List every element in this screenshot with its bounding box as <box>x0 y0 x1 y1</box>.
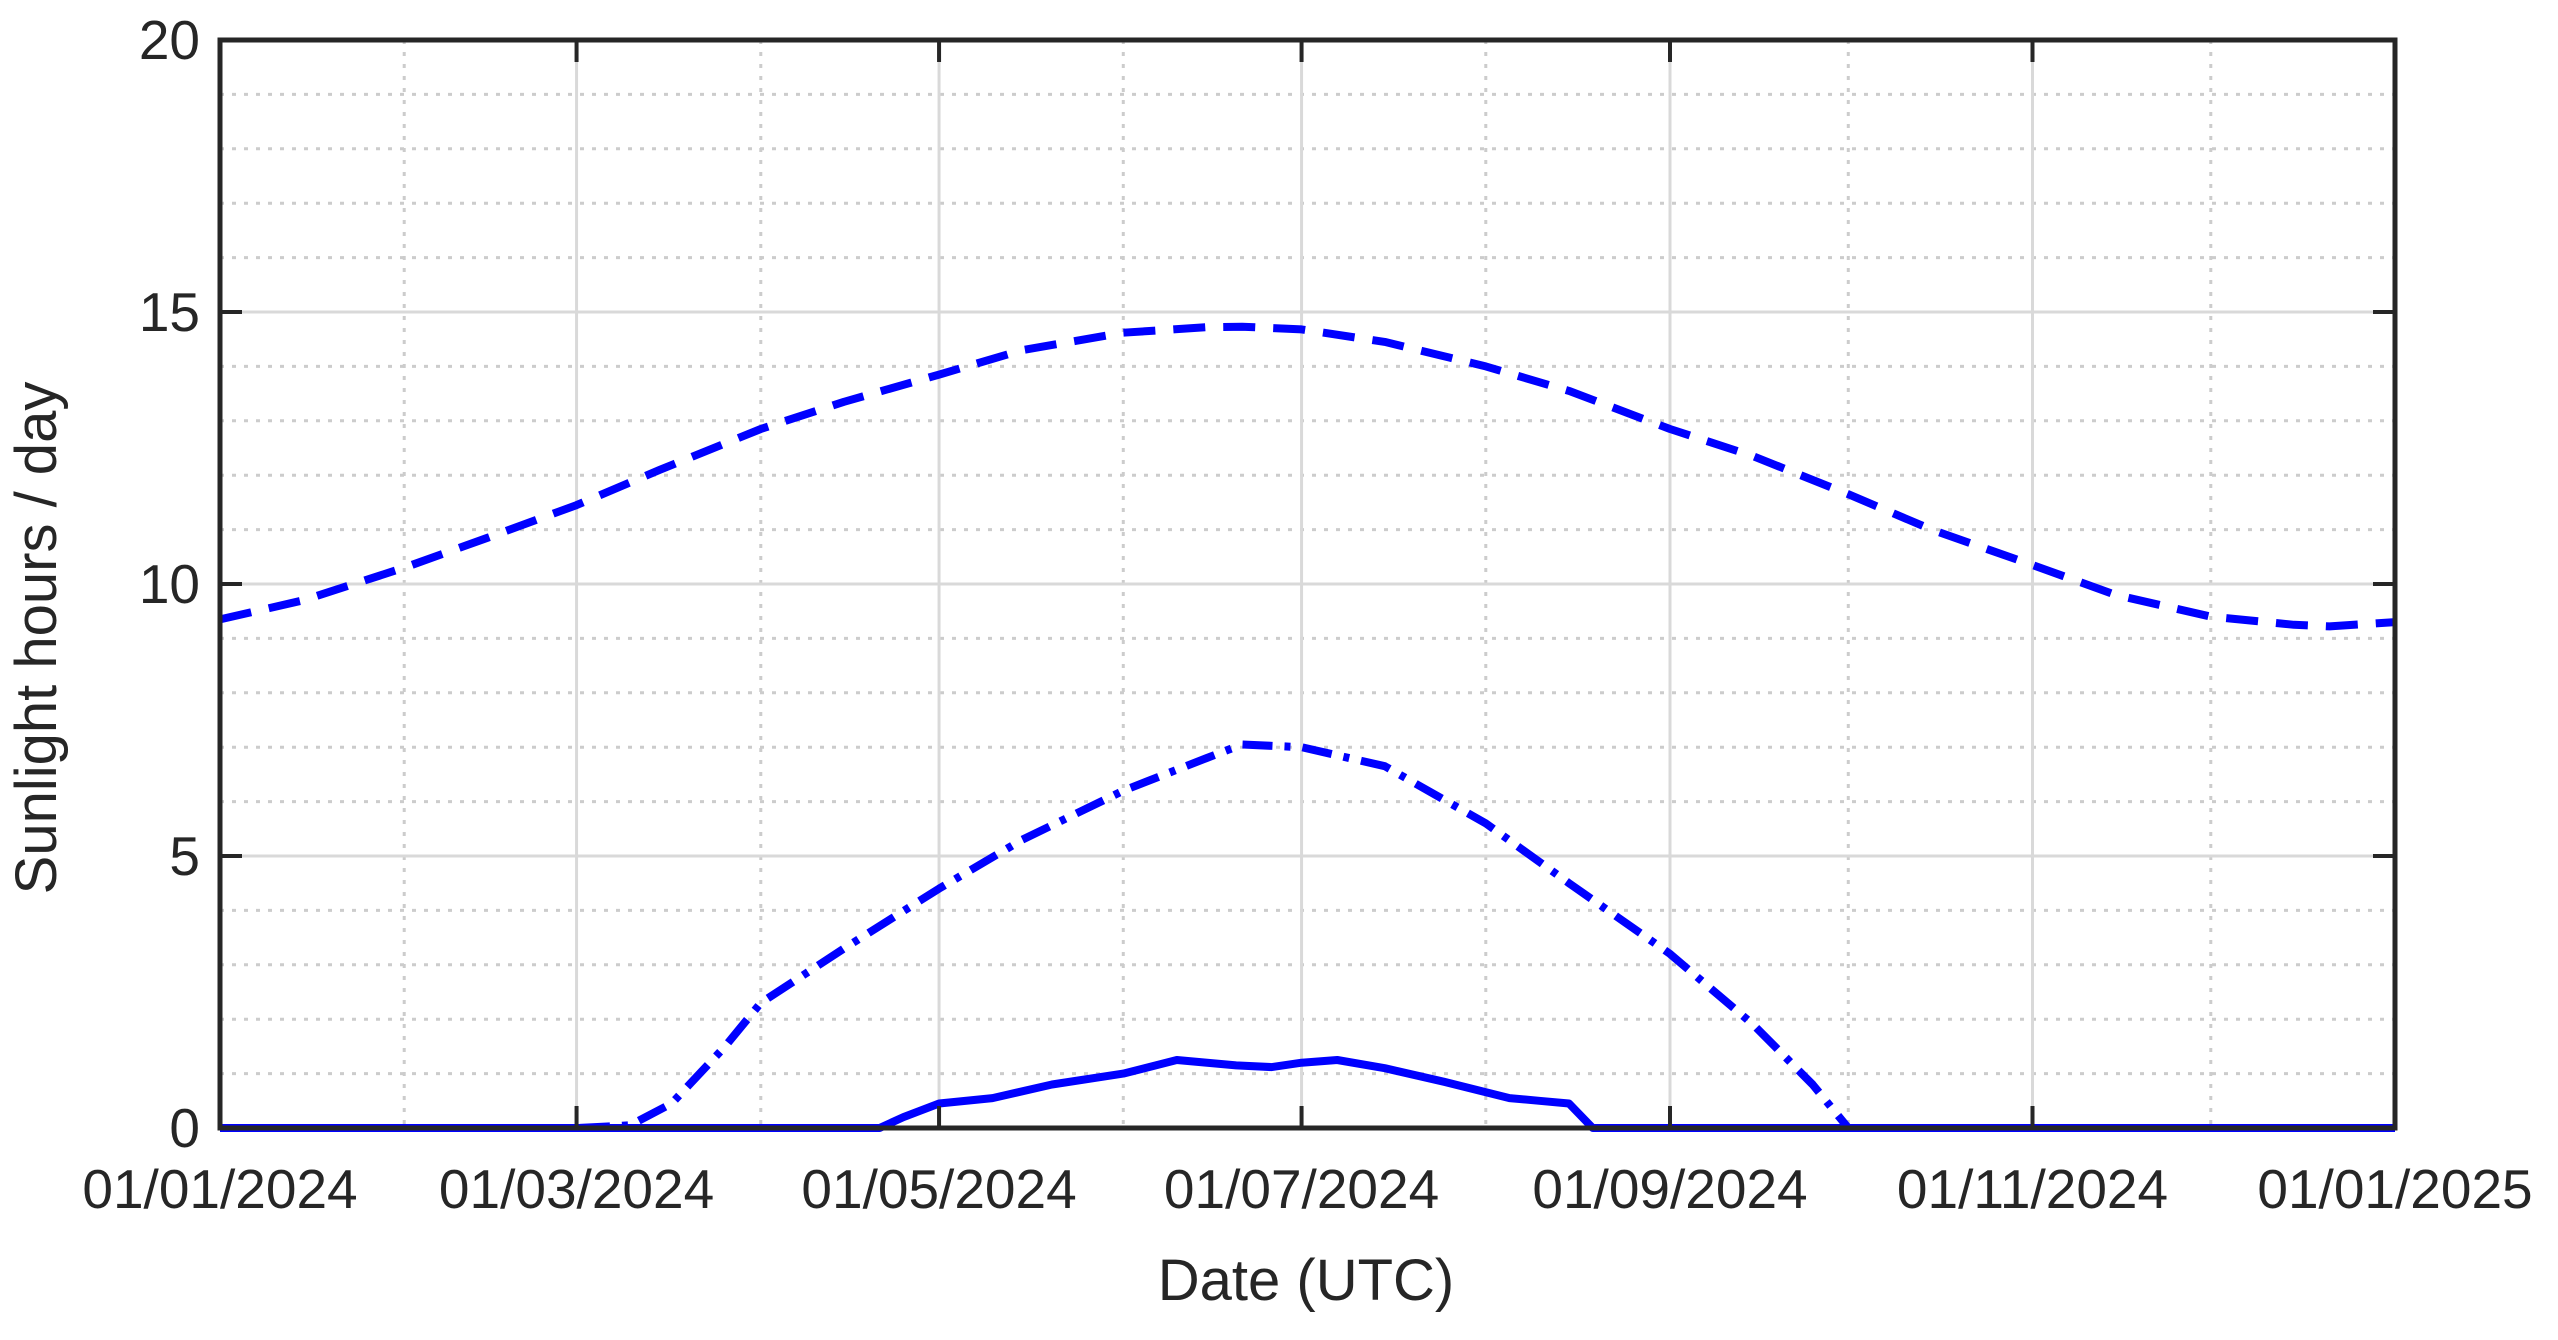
series-line-solid <box>220 1056 2395 1132</box>
y-axis-label: Sunlight hours / day <box>4 382 69 895</box>
x-tick-label: 01/05/2024 <box>801 1158 1076 1220</box>
x-tick-label: 01/11/2024 <box>1897 1158 2168 1220</box>
y-tick-labels: 0 5 10 15 20 <box>139 9 200 1159</box>
x-tick-label: 01/01/2025 <box>2257 1158 2532 1220</box>
y-tick-label: 0 <box>169 1097 200 1159</box>
x-tick-labels: 01/01/2024 01/03/2024 01/05/2024 01/07/2024… <box>82 1158 2532 1220</box>
y-tick-label: 20 <box>139 9 200 71</box>
x-tick-label: 01/07/2024 <box>1164 1158 1439 1220</box>
x-tick-label: 01/09/2024 <box>1532 1158 1807 1220</box>
series-layer <box>219 322 2396 1132</box>
axes-layer <box>217 37 2398 1131</box>
x-tick-label: 01/01/2024 <box>82 1158 357 1220</box>
y-tick-label: 10 <box>139 553 200 615</box>
series-line-dashed <box>219 322 2396 631</box>
x-axis-label: Date (UTC) <box>1158 1248 1454 1313</box>
y-tick-label: 15 <box>139 281 200 343</box>
series-line-dash-dot <box>220 740 2395 1132</box>
x-tick-label: 01/03/2024 <box>439 1158 714 1220</box>
y-tick-label: 5 <box>169 825 200 887</box>
